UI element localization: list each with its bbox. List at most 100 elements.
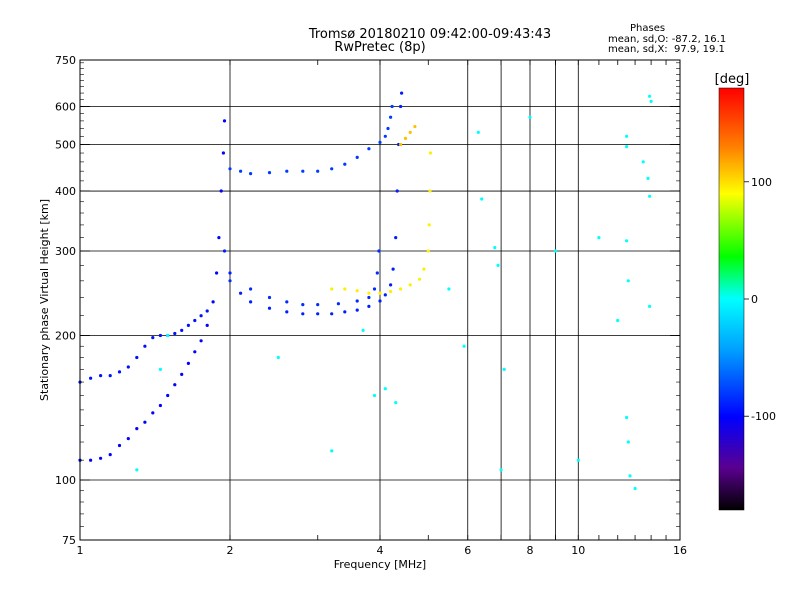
echo-point xyxy=(476,130,480,134)
echo-point xyxy=(108,374,112,378)
echo-point xyxy=(625,145,629,149)
echo-point xyxy=(117,443,122,448)
y-tick-label: 500 xyxy=(55,139,76,152)
x-axis-label: Frequency [MHz] xyxy=(334,558,426,571)
echo-point xyxy=(389,115,393,119)
colorbar-ticks: 100 0 -100 xyxy=(744,176,776,423)
echo-point xyxy=(173,331,177,336)
echo-point xyxy=(215,271,219,275)
echo-point xyxy=(626,440,630,444)
x-tick-label: 1 xyxy=(77,544,84,557)
grid-lines xyxy=(80,60,680,540)
echo-point xyxy=(135,468,139,472)
echo-point xyxy=(219,189,223,193)
echo-points xyxy=(78,91,653,491)
echo-point xyxy=(117,370,122,374)
echo-point xyxy=(221,151,225,155)
echo-point xyxy=(399,142,403,147)
echo-point xyxy=(126,365,130,369)
echo-point xyxy=(499,468,503,472)
echo-point xyxy=(395,189,399,193)
colorbar-tick-label: -100 xyxy=(751,410,776,423)
echo-point xyxy=(186,361,190,365)
echo-point xyxy=(199,339,203,343)
colorbar-tick-label: 0 xyxy=(751,293,758,306)
echo-point xyxy=(625,239,629,243)
echo-point xyxy=(628,474,632,478)
echo-point xyxy=(355,308,359,312)
echo-point xyxy=(158,333,162,338)
echo-point xyxy=(211,300,215,304)
x-tick-label: 16 xyxy=(673,544,687,557)
chart-title: Tromsø 20180210 09:42:00-09:43:43 xyxy=(308,27,552,42)
echo-point xyxy=(648,194,652,198)
echo-point xyxy=(408,283,412,287)
echo-point xyxy=(343,162,347,166)
echo-point xyxy=(89,376,93,380)
echo-point xyxy=(267,171,272,175)
echo-point xyxy=(355,289,359,293)
y-tick-label: 750 xyxy=(55,54,76,67)
echo-series xyxy=(135,94,653,491)
echo-point xyxy=(108,453,112,457)
echo-point xyxy=(355,155,359,159)
echo-point xyxy=(228,271,232,275)
echo-point xyxy=(135,427,139,431)
echo-point xyxy=(166,333,170,338)
x-tick-label: 8 xyxy=(527,544,534,557)
echo-point xyxy=(597,236,601,240)
echo-point xyxy=(413,125,417,129)
echo-point xyxy=(386,126,390,131)
echo-point xyxy=(135,355,139,360)
x-tick-label: 6 xyxy=(464,544,471,557)
echo-point xyxy=(180,372,184,376)
echo-point xyxy=(222,249,227,253)
echo-point xyxy=(378,140,382,144)
echo-point xyxy=(330,449,334,453)
echo-point xyxy=(383,387,387,391)
echo-point xyxy=(648,94,652,98)
echo-point xyxy=(462,344,466,348)
y-tick-label: 75 xyxy=(62,534,76,547)
echo-series xyxy=(228,104,394,176)
phases-legend-title: Phases xyxy=(630,23,666,34)
chart-subtitle: RwPretec (8p) xyxy=(334,40,426,55)
echo-point xyxy=(616,318,620,323)
echo-point xyxy=(249,172,253,176)
echo-point xyxy=(330,167,334,171)
echo-point xyxy=(417,277,422,281)
echo-point xyxy=(228,167,232,171)
echo-point xyxy=(378,291,382,295)
echo-point xyxy=(528,115,532,119)
echo-point xyxy=(426,249,430,253)
echo-point xyxy=(222,119,227,123)
echo-point xyxy=(158,367,162,371)
echo-point xyxy=(343,287,347,291)
echo-series xyxy=(78,119,227,462)
echo-point xyxy=(480,197,484,201)
phases-legend-x-mode: mean, sd,X: 97.9, 19.1 xyxy=(608,44,725,55)
echo-point xyxy=(276,355,280,360)
y-tick-label: 100 xyxy=(55,474,76,487)
echo-point xyxy=(372,393,377,398)
echo-point xyxy=(390,104,394,109)
echo-point xyxy=(427,223,431,227)
echo-point xyxy=(285,169,289,173)
echo-point xyxy=(496,263,500,267)
echo-point xyxy=(330,312,334,316)
echo-point xyxy=(249,300,253,304)
axis-ticks xyxy=(80,59,680,541)
echo-point xyxy=(267,295,272,300)
echo-point xyxy=(399,104,403,109)
echo-point xyxy=(361,328,365,332)
echo-point xyxy=(186,323,190,327)
echo-point xyxy=(355,299,359,303)
echo-point xyxy=(502,367,506,371)
echo-point xyxy=(649,99,653,103)
echo-point xyxy=(375,271,379,275)
echo-point xyxy=(408,130,412,134)
echo-point xyxy=(378,299,382,303)
echo-point xyxy=(173,383,177,387)
echo-point xyxy=(330,287,334,291)
